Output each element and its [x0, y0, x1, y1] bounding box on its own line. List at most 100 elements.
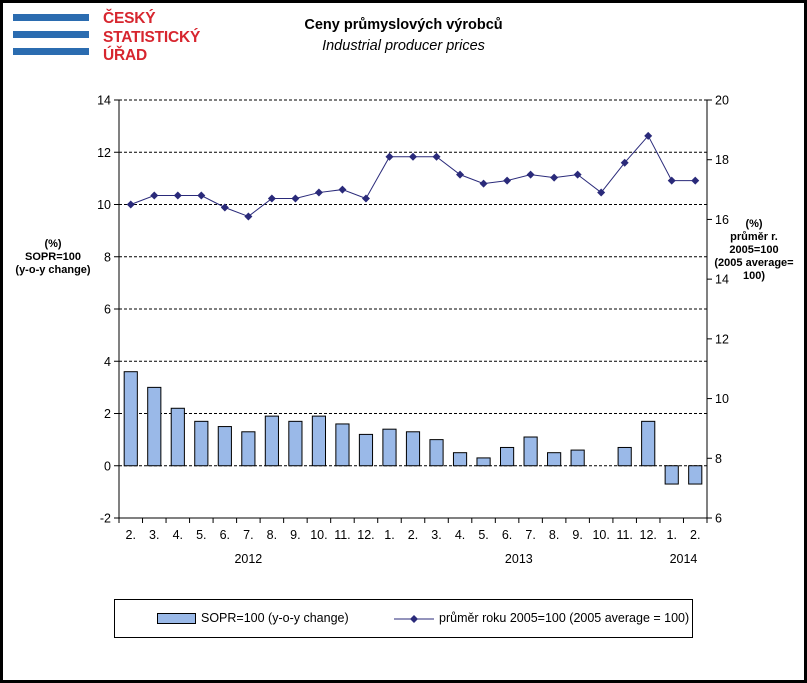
y-right-tick-label: 16 — [715, 213, 729, 227]
x-tick-label: 5. — [196, 528, 206, 542]
bar — [429, 439, 444, 467]
x-tick-label: 9. — [290, 528, 300, 542]
bar — [476, 457, 491, 467]
x-tick-label: 5. — [478, 528, 488, 542]
x-tick-label: 12. — [640, 528, 657, 542]
chart-title: Ceny průmyslových výrobců — [304, 17, 503, 33]
y-left-tick-label: 4 — [104, 355, 111, 369]
chart-subtitle: Industrial producer prices — [322, 38, 485, 54]
x-tick-label: 9. — [572, 528, 582, 542]
bar — [523, 436, 538, 467]
line-point — [644, 131, 653, 140]
line-point — [126, 200, 135, 209]
line-point — [150, 191, 159, 200]
bar — [123, 371, 138, 467]
y-axis-right-label-line: (2005 average= — [714, 257, 794, 269]
y-right-tick-label: 12 — [715, 332, 729, 346]
y-left-tick-label: 10 — [97, 198, 111, 212]
chart-plot: -2 0 2 4 6 8 10 12 14 6 8 10 12 14 16 18 20 2. 3. 4. 5. 6. 7. 8… — [97, 94, 729, 567]
bar — [358, 433, 374, 467]
line-point — [220, 203, 229, 212]
line-point — [667, 176, 676, 185]
x-tick-label: 4. — [173, 528, 183, 542]
legend: SOPR=100 (y-o-y change) průměr roku 2005… — [114, 599, 693, 638]
bar — [547, 452, 562, 467]
x-tick-label: 8. — [549, 528, 559, 542]
y-right-tick-label: 6 — [715, 512, 722, 526]
bar — [264, 415, 279, 467]
y-axis-left-label-line: (y-o-y change) — [15, 264, 91, 276]
line-point — [550, 173, 559, 182]
x-tick-label: 10. — [310, 528, 327, 542]
line-point — [338, 185, 347, 194]
bar — [288, 420, 303, 467]
y-right-tick-label: 20 — [715, 94, 729, 108]
line-point — [597, 188, 606, 197]
logo-bar — [13, 14, 89, 21]
bar — [170, 407, 185, 467]
x-tick-label: 6. — [220, 528, 230, 542]
y-axis-right-label-line: (%) — [745, 218, 763, 230]
legend-line-label: průměr roku 2005=100 (2005 average = 100… — [439, 611, 690, 625]
y-axis-right-label: (%) průměr r. 2005=100 (2005 average= 10… — [707, 218, 801, 283]
logo-line-1: ČESKÝ — [103, 10, 156, 27]
x-tick-label: 11. — [616, 528, 632, 542]
legend-bar-label: SOPR=100 (y-o-y change) — [201, 611, 349, 625]
line-point — [314, 188, 323, 197]
year-label: 2013 — [505, 552, 533, 566]
x-tick-label: 11. — [334, 528, 350, 542]
year-label: 2014 — [670, 552, 698, 566]
legend-bar-swatch — [157, 613, 196, 624]
x-tick-label: 1. — [384, 528, 394, 542]
x-tick-label: 7. — [525, 528, 535, 542]
bar — [452, 452, 468, 467]
logo-bar — [13, 31, 89, 38]
y-right-tick-label: 18 — [715, 153, 729, 167]
y-left-tick-label: 14 — [97, 94, 111, 108]
line-point — [173, 191, 182, 200]
y-right-tick-label: 14 — [715, 273, 729, 287]
y-axis-left-label-line: SOPR=100 — [25, 251, 81, 263]
y-axis-right-label-line: průměr r. — [730, 231, 778, 243]
line-point — [385, 152, 394, 161]
line-point — [503, 176, 512, 185]
line-point — [479, 179, 488, 188]
line-point — [197, 191, 206, 200]
bar — [570, 449, 585, 467]
y-left-tick-label: -2 — [100, 512, 111, 526]
y-right-tick-label: 8 — [715, 452, 722, 466]
bar — [617, 446, 632, 467]
y-axis-right-label-line: 2005=100 — [729, 244, 779, 256]
x-tick-label: 6. — [502, 528, 512, 542]
csu-logo: ČESKÝ STATISTICKÝ ÚŘAD — [13, 10, 203, 70]
y-axis-right-label-line: 100) — [742, 270, 766, 282]
y-left-tick-label: 0 — [104, 459, 111, 473]
line-point — [244, 212, 253, 221]
line-point — [409, 152, 417, 161]
y-left-tick-label: 8 — [104, 250, 111, 264]
bar — [641, 420, 656, 467]
line-point — [432, 152, 441, 161]
line-point — [361, 194, 370, 203]
line-point — [620, 158, 629, 167]
bar — [311, 415, 327, 467]
bar — [147, 386, 162, 467]
logo-line-2: STATISTICKÝ — [103, 29, 201, 46]
x-tick-label: 2. — [408, 528, 418, 542]
bar — [335, 423, 350, 467]
legend-line-swatch — [394, 615, 434, 623]
x-tick-label: 7. — [243, 528, 253, 542]
x-tick-label: 10. — [592, 528, 609, 542]
x-tick-label: 12. — [357, 528, 374, 542]
y-left-tick-label: 12 — [97, 146, 111, 160]
bar — [688, 465, 703, 485]
y-left-tick-label: 2 — [104, 407, 111, 421]
line-point — [267, 194, 276, 203]
bar — [217, 426, 232, 467]
y-right-tick-label: 10 — [715, 392, 729, 406]
x-tick-label: 4. — [455, 528, 465, 542]
x-tick-label: 3. — [431, 528, 441, 542]
line-point — [691, 176, 700, 185]
year-label: 2012 — [234, 552, 262, 566]
